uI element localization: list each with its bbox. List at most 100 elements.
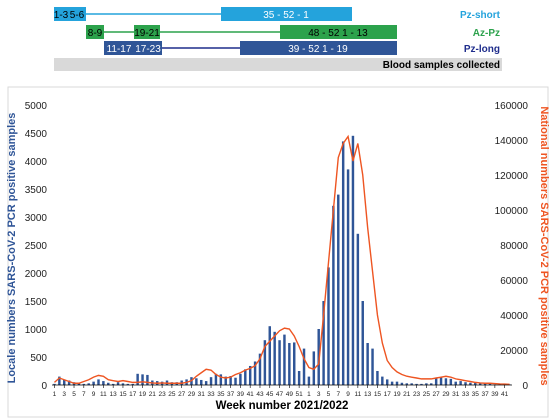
pz-short-box-label: 1-3 bbox=[54, 10, 69, 21]
right-y-tick-label: 0 bbox=[522, 381, 528, 392]
x-tick-label: 35 bbox=[472, 391, 480, 398]
x-tick-label: 45 bbox=[266, 391, 274, 398]
x-tick-label: 39 bbox=[491, 391, 499, 398]
local-positive-bar bbox=[469, 382, 472, 385]
az-pz-box-label: 8-9 bbox=[88, 28, 103, 39]
az-pz-box bbox=[86, 25, 104, 39]
pz-long-box-label: 11-17 bbox=[107, 44, 132, 55]
x-tick-label: 29 bbox=[188, 391, 196, 398]
x-tick-label: 27 bbox=[433, 391, 441, 398]
x-tick-label: 19 bbox=[139, 391, 147, 398]
local-positive-bar bbox=[400, 382, 404, 385]
local-positive-bar bbox=[351, 135, 355, 385]
left-y-axis-ticks: 0 500 1000 1500 2000 2500 3000 3500 4000 4500 5000 bbox=[25, 101, 48, 392]
x-tick-label: 5 bbox=[72, 391, 76, 398]
x-tick-label: 23 bbox=[158, 391, 166, 398]
local-positive-bar bbox=[341, 141, 345, 385]
right-y-tick-label: 140000 bbox=[495, 136, 529, 147]
right-y-axis-ticks: 0 20000 40000 60000 80000 100000 120000 140000 1… bbox=[495, 101, 529, 392]
local-positive-bar bbox=[136, 373, 139, 385]
pz-short-box bbox=[68, 7, 86, 21]
local-positive-bar bbox=[307, 376, 311, 385]
right-y-tick-label: 40000 bbox=[500, 311, 528, 322]
local-positive-bar bbox=[327, 267, 330, 385]
local-positive-bar bbox=[337, 194, 340, 385]
x-axis-label: Week number 2021/2022 bbox=[216, 400, 349, 412]
x-tick-label: 17 bbox=[129, 391, 137, 398]
local-positive-bar bbox=[63, 379, 66, 385]
local-positive-bar bbox=[420, 383, 423, 385]
local-positive-bar bbox=[87, 383, 90, 385]
local-positive-bar bbox=[244, 369, 247, 385]
x-tick-label: 9 bbox=[92, 391, 96, 398]
local-positive-bar bbox=[116, 382, 120, 385]
local-positive-bar bbox=[312, 351, 316, 385]
az-pz-box-label: 48 - 52 1 - 13 bbox=[308, 28, 368, 39]
local-positive-bar bbox=[288, 343, 291, 385]
x-tick-label: 39 bbox=[237, 391, 245, 398]
local-positive-bar bbox=[209, 377, 213, 385]
x-tick-label: 9 bbox=[346, 391, 350, 398]
x-tick-label: 15 bbox=[374, 391, 382, 398]
blood-samples-bar bbox=[54, 58, 502, 71]
left-y-tick-label: 2000 bbox=[25, 269, 48, 280]
x-tick-label: 33 bbox=[462, 391, 470, 398]
local-positive-bar bbox=[200, 379, 203, 385]
local-positive-bar bbox=[53, 383, 56, 385]
pz-short-label: Pz-short bbox=[460, 10, 501, 21]
local-positive-bar bbox=[322, 301, 325, 385]
x-tick-label: 21 bbox=[149, 391, 157, 398]
local-positive-bar bbox=[405, 383, 409, 385]
x-tick-label: 41 bbox=[501, 391, 509, 398]
local-positive-bar bbox=[107, 382, 110, 385]
local-positive-bar bbox=[248, 365, 252, 385]
x-tick-label: 37 bbox=[481, 391, 489, 398]
right-y-tick-label: 60000 bbox=[500, 276, 528, 287]
x-tick-label: 49 bbox=[286, 391, 294, 398]
x-tick-label: 43 bbox=[256, 391, 264, 398]
local-positive-bar bbox=[293, 342, 296, 385]
local-positive-bar bbox=[204, 381, 208, 385]
local-positive-bar bbox=[268, 326, 271, 385]
x-tick-label: 21 bbox=[403, 391, 411, 398]
local-positive-bar bbox=[454, 381, 457, 385]
left-y-tick-label: 2500 bbox=[25, 241, 48, 252]
local-positive-bar bbox=[444, 378, 448, 385]
local-positive-bar bbox=[425, 383, 428, 385]
x-tick-label: 11 bbox=[354, 391, 361, 398]
local-positive-bar bbox=[434, 378, 438, 385]
sampling-timeline: 1-3 5-6 35 - 52 - 1 Pz-short 8-9 19-21 4… bbox=[54, 7, 502, 71]
x-tick-label: 27 bbox=[178, 391, 186, 398]
local-positive-bar bbox=[131, 383, 134, 385]
right-y-tick-label: 20000 bbox=[500, 346, 528, 357]
pz-long-box bbox=[240, 41, 397, 55]
local-positive-bar bbox=[278, 340, 281, 385]
pz-short-box bbox=[54, 7, 68, 21]
local-positive-bar bbox=[390, 381, 394, 385]
left-y-tick-label: 5000 bbox=[25, 101, 48, 112]
az-pz-box bbox=[134, 25, 160, 39]
local-positive-bar bbox=[478, 382, 482, 385]
right-y-tick-label: 160000 bbox=[495, 101, 529, 112]
x-tick-label: 3 bbox=[317, 391, 321, 398]
pz-short-box-label: 35 - 52 - 1 bbox=[263, 10, 309, 21]
local-positive-bar bbox=[141, 374, 144, 385]
blood-samples-label: Blood samples collected bbox=[383, 60, 500, 71]
national-positive-line bbox=[53, 134, 510, 385]
pz-long-label: Pz-long bbox=[464, 44, 500, 55]
local-positive-bar bbox=[385, 379, 389, 385]
local-positive-bar bbox=[371, 348, 374, 385]
left-y-tick-label: 0 bbox=[41, 381, 47, 392]
x-tick-label: 11 bbox=[100, 391, 107, 398]
local-positive-bar bbox=[366, 343, 369, 385]
local-positive-bar bbox=[381, 376, 384, 385]
local-positive-bar bbox=[488, 383, 492, 385]
x-tick-label: 17 bbox=[384, 391, 392, 398]
local-positive-bar bbox=[361, 301, 364, 385]
local-positive-bar bbox=[302, 348, 306, 385]
left-y-tick-label: 4500 bbox=[25, 129, 48, 140]
x-tick-label: 13 bbox=[364, 391, 372, 398]
x-tick-label: 47 bbox=[276, 391, 284, 398]
x-tick-label: 23 bbox=[413, 391, 421, 398]
local-positive-bar bbox=[474, 382, 477, 385]
